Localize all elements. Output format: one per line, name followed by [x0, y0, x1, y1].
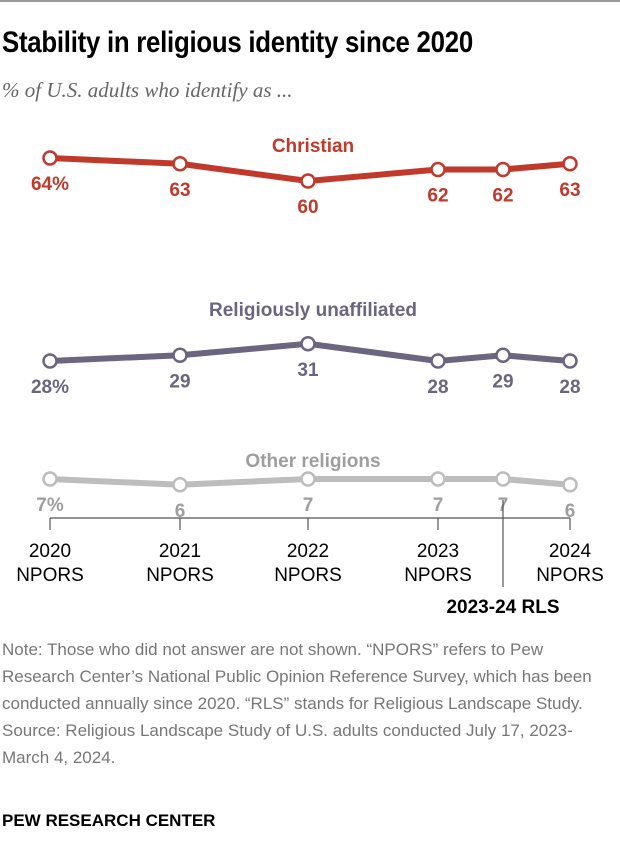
x-tick-label: 2021 [159, 541, 201, 562]
data-point [430, 471, 446, 487]
x-tick-label: 2024 [549, 541, 592, 562]
rls-label: 2023-24 RLS [446, 597, 559, 618]
chart-title: Stability in religious identity since 20… [2, 26, 473, 59]
data-point [172, 347, 188, 363]
data-point [172, 156, 188, 172]
x-tick-label: NPORS [536, 565, 604, 586]
data-label: 28 [559, 377, 580, 398]
data-label: 29 [169, 371, 190, 392]
data-label: 63 [169, 180, 190, 201]
data-point [430, 161, 446, 178]
note-text: Note: Those who did not answer are not s… [2, 640, 592, 713]
x-tick-label: NPORS [404, 565, 472, 586]
x-tick-label: NPORS [274, 565, 342, 586]
x-tick-label: 2023 [417, 541, 459, 562]
data-label: 7 [303, 495, 314, 516]
data-label: 7% [36, 495, 64, 516]
notes: Note: Those who did not answer are not s… [2, 636, 618, 771]
series-label: Religiously unaffiliated [209, 300, 417, 321]
data-label: 7 [433, 495, 444, 516]
data-label: 31 [297, 360, 319, 381]
series-label: Other religions [245, 451, 380, 472]
x-tick-label: 2020 [29, 541, 71, 562]
data-label: 28 [427, 377, 448, 398]
data-label: 64% [31, 174, 69, 195]
data-label: 29 [492, 371, 513, 392]
source-text: Source: Religious Landscape Study of U.S… [2, 721, 573, 767]
data-point [562, 477, 578, 493]
series-label: Christian [272, 136, 354, 157]
data-point [495, 347, 511, 363]
data-point [42, 150, 58, 166]
data-point [495, 471, 511, 487]
data-point [495, 161, 511, 178]
x-tick-label: NPORS [16, 565, 84, 586]
data-point [42, 471, 58, 487]
series-line [49, 155, 571, 184]
data-label: 60 [297, 197, 318, 218]
chart-subtitle: % of U.S. adults who identify as ... [2, 78, 293, 102]
x-tick-label: NPORS [146, 565, 214, 586]
data-point [562, 353, 578, 369]
data-label: 62 [427, 186, 448, 207]
data-point [430, 353, 446, 369]
data-point [300, 336, 316, 352]
data-point [300, 471, 316, 487]
pew-logo-text: PEW RESEARCH CENTER [2, 811, 216, 830]
data-label: 62 [492, 186, 513, 207]
data-point [562, 156, 578, 172]
data-point [300, 173, 316, 189]
data-label: 28% [31, 377, 69, 398]
x-tick-label: 2022 [287, 541, 329, 562]
series-line [49, 340, 571, 364]
data-point [42, 353, 58, 369]
data-label: 6 [175, 501, 186, 522]
data-point [172, 477, 188, 493]
series-line [49, 476, 571, 488]
top-rule [0, 0, 620, 2]
line-chart: Christian 64% 63 60 62 62 63 Religiously unaffi… [16, 136, 604, 618]
data-label: 63 [559, 180, 580, 201]
data-label: 6 [565, 501, 576, 522]
